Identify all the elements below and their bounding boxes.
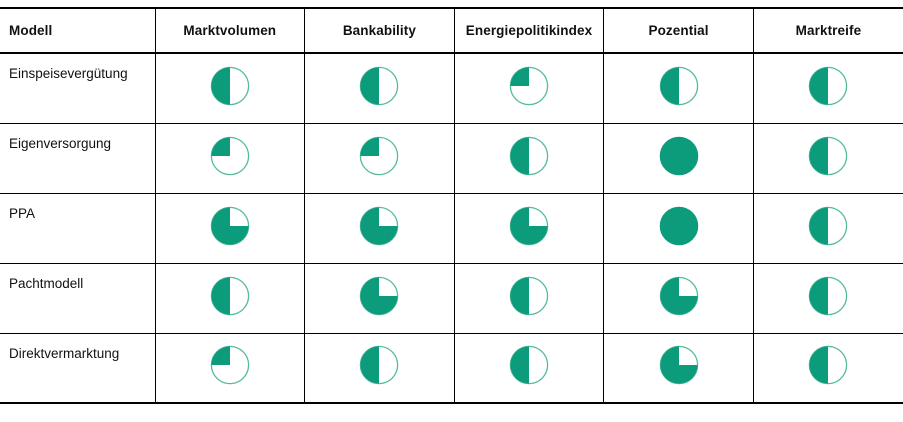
harvey-ball-icon — [509, 66, 549, 106]
table-row: PPA — [0, 193, 903, 264]
rating-cell — [304, 193, 455, 264]
harvey-ball — [509, 66, 549, 106]
harvey-ball-icon — [509, 276, 549, 315]
rating-cell — [603, 53, 754, 124]
harvey-ball-icon — [659, 276, 698, 315]
rating-cell — [155, 333, 306, 403]
harvey-ball-icon — [360, 276, 399, 315]
harvey-ball — [659, 66, 699, 106]
harvey-ball — [359, 136, 399, 176]
rating-cell — [603, 333, 754, 403]
table-row: Direktvermarktung — [0, 333, 903, 403]
harvey-ball — [808, 276, 848, 316]
rating-cell — [155, 123, 306, 194]
rating-cell — [603, 263, 754, 334]
column-header: Marktreife — [753, 8, 903, 54]
harvey-ball-icon — [210, 136, 250, 175]
column-header-model: Modell — [0, 8, 156, 54]
rating-cell — [603, 193, 754, 264]
rating-cell — [753, 53, 903, 124]
rating-cell — [753, 333, 903, 403]
harvey-ball-icon — [360, 136, 399, 175]
rating-cell — [454, 333, 605, 403]
row-label: Direktvermarktung — [0, 333, 156, 403]
harvey-ball-icon — [210, 276, 250, 315]
rating-cell — [603, 123, 754, 194]
harvey-ball-icon — [659, 206, 698, 245]
column-header: Marktvolumen — [155, 8, 306, 54]
ratings-table: Modell Marktvolumen Bankability Energiepoli… — [0, 7, 903, 404]
harvey-ball-icon — [809, 66, 848, 106]
rating-cell — [454, 193, 605, 264]
table-header: Modell Marktvolumen Bankability Energiepoli… — [0, 8, 903, 54]
harvey-ball — [210, 276, 250, 316]
column-header: Energiepolitikindex — [454, 8, 605, 54]
column-header: Pozential — [603, 8, 754, 54]
harvey-ball — [359, 66, 399, 106]
harvey-ball — [359, 206, 399, 246]
harvey-ball — [659, 206, 699, 246]
harvey-ball — [509, 136, 549, 176]
harvey-ball — [210, 345, 250, 385]
harvey-ball — [359, 345, 399, 385]
harvey-ball — [210, 66, 250, 106]
harvey-ball — [659, 276, 699, 316]
table-body: Einspeisevergütung Eigenversorgung PPA Pach… — [0, 53, 903, 403]
column-header: Bankability — [304, 8, 455, 54]
table-row: Einspeisevergütung — [0, 53, 903, 124]
harvey-ball-icon — [809, 345, 848, 385]
harvey-ball — [808, 206, 848, 246]
harvey-ball-icon — [809, 206, 848, 245]
rating-cell — [304, 333, 455, 403]
harvey-ball — [210, 206, 250, 246]
harvey-ball-icon — [509, 345, 549, 385]
rating-cell — [454, 123, 605, 194]
rating-cell — [155, 53, 306, 124]
harvey-ball-icon — [509, 136, 549, 175]
harvey-ball-icon — [210, 206, 250, 245]
rating-cell — [155, 263, 306, 334]
harvey-ball — [808, 66, 848, 106]
rating-cell — [304, 263, 455, 334]
harvey-ball — [509, 345, 549, 385]
harvey-ball-icon — [659, 345, 698, 385]
row-label: Einspeisevergütung — [0, 53, 156, 124]
harvey-ball-icon — [659, 136, 698, 175]
harvey-ball — [659, 345, 699, 385]
rating-cell — [753, 263, 903, 334]
harvey-ball — [808, 345, 848, 385]
harvey-ball-icon — [659, 66, 698, 106]
harvey-ball-icon — [210, 345, 250, 385]
harvey-ball — [359, 276, 399, 316]
harvey-ball-icon — [809, 136, 848, 175]
harvey-ball-icon — [360, 206, 399, 245]
harvey-ball-icon — [509, 206, 549, 245]
rating-cell — [304, 123, 455, 194]
row-label: PPA — [0, 193, 156, 264]
harvey-ball — [659, 136, 699, 176]
header-row: Modell Marktvolumen Bankability Energiepoli… — [0, 8, 903, 54]
rating-cell — [304, 53, 455, 124]
harvey-ball-icon — [360, 66, 399, 106]
harvey-ball-icon — [360, 345, 399, 385]
rating-cell — [155, 193, 306, 264]
harvey-ball — [509, 206, 549, 246]
table-row: Eigenversorgung — [0, 123, 903, 194]
harvey-ball — [808, 136, 848, 176]
rating-cell — [454, 53, 605, 124]
harvey-ball-icon — [210, 66, 250, 106]
rating-cell — [753, 123, 903, 194]
harvey-ball — [509, 276, 549, 316]
table-row: Pachtmodell — [0, 263, 903, 334]
row-label: Pachtmodell — [0, 263, 156, 334]
rating-cell — [454, 263, 605, 334]
row-label: Eigenversorgung — [0, 123, 156, 194]
harvey-ball — [210, 136, 250, 176]
rating-cell — [753, 193, 903, 264]
harvey-ball-icon — [809, 276, 848, 315]
